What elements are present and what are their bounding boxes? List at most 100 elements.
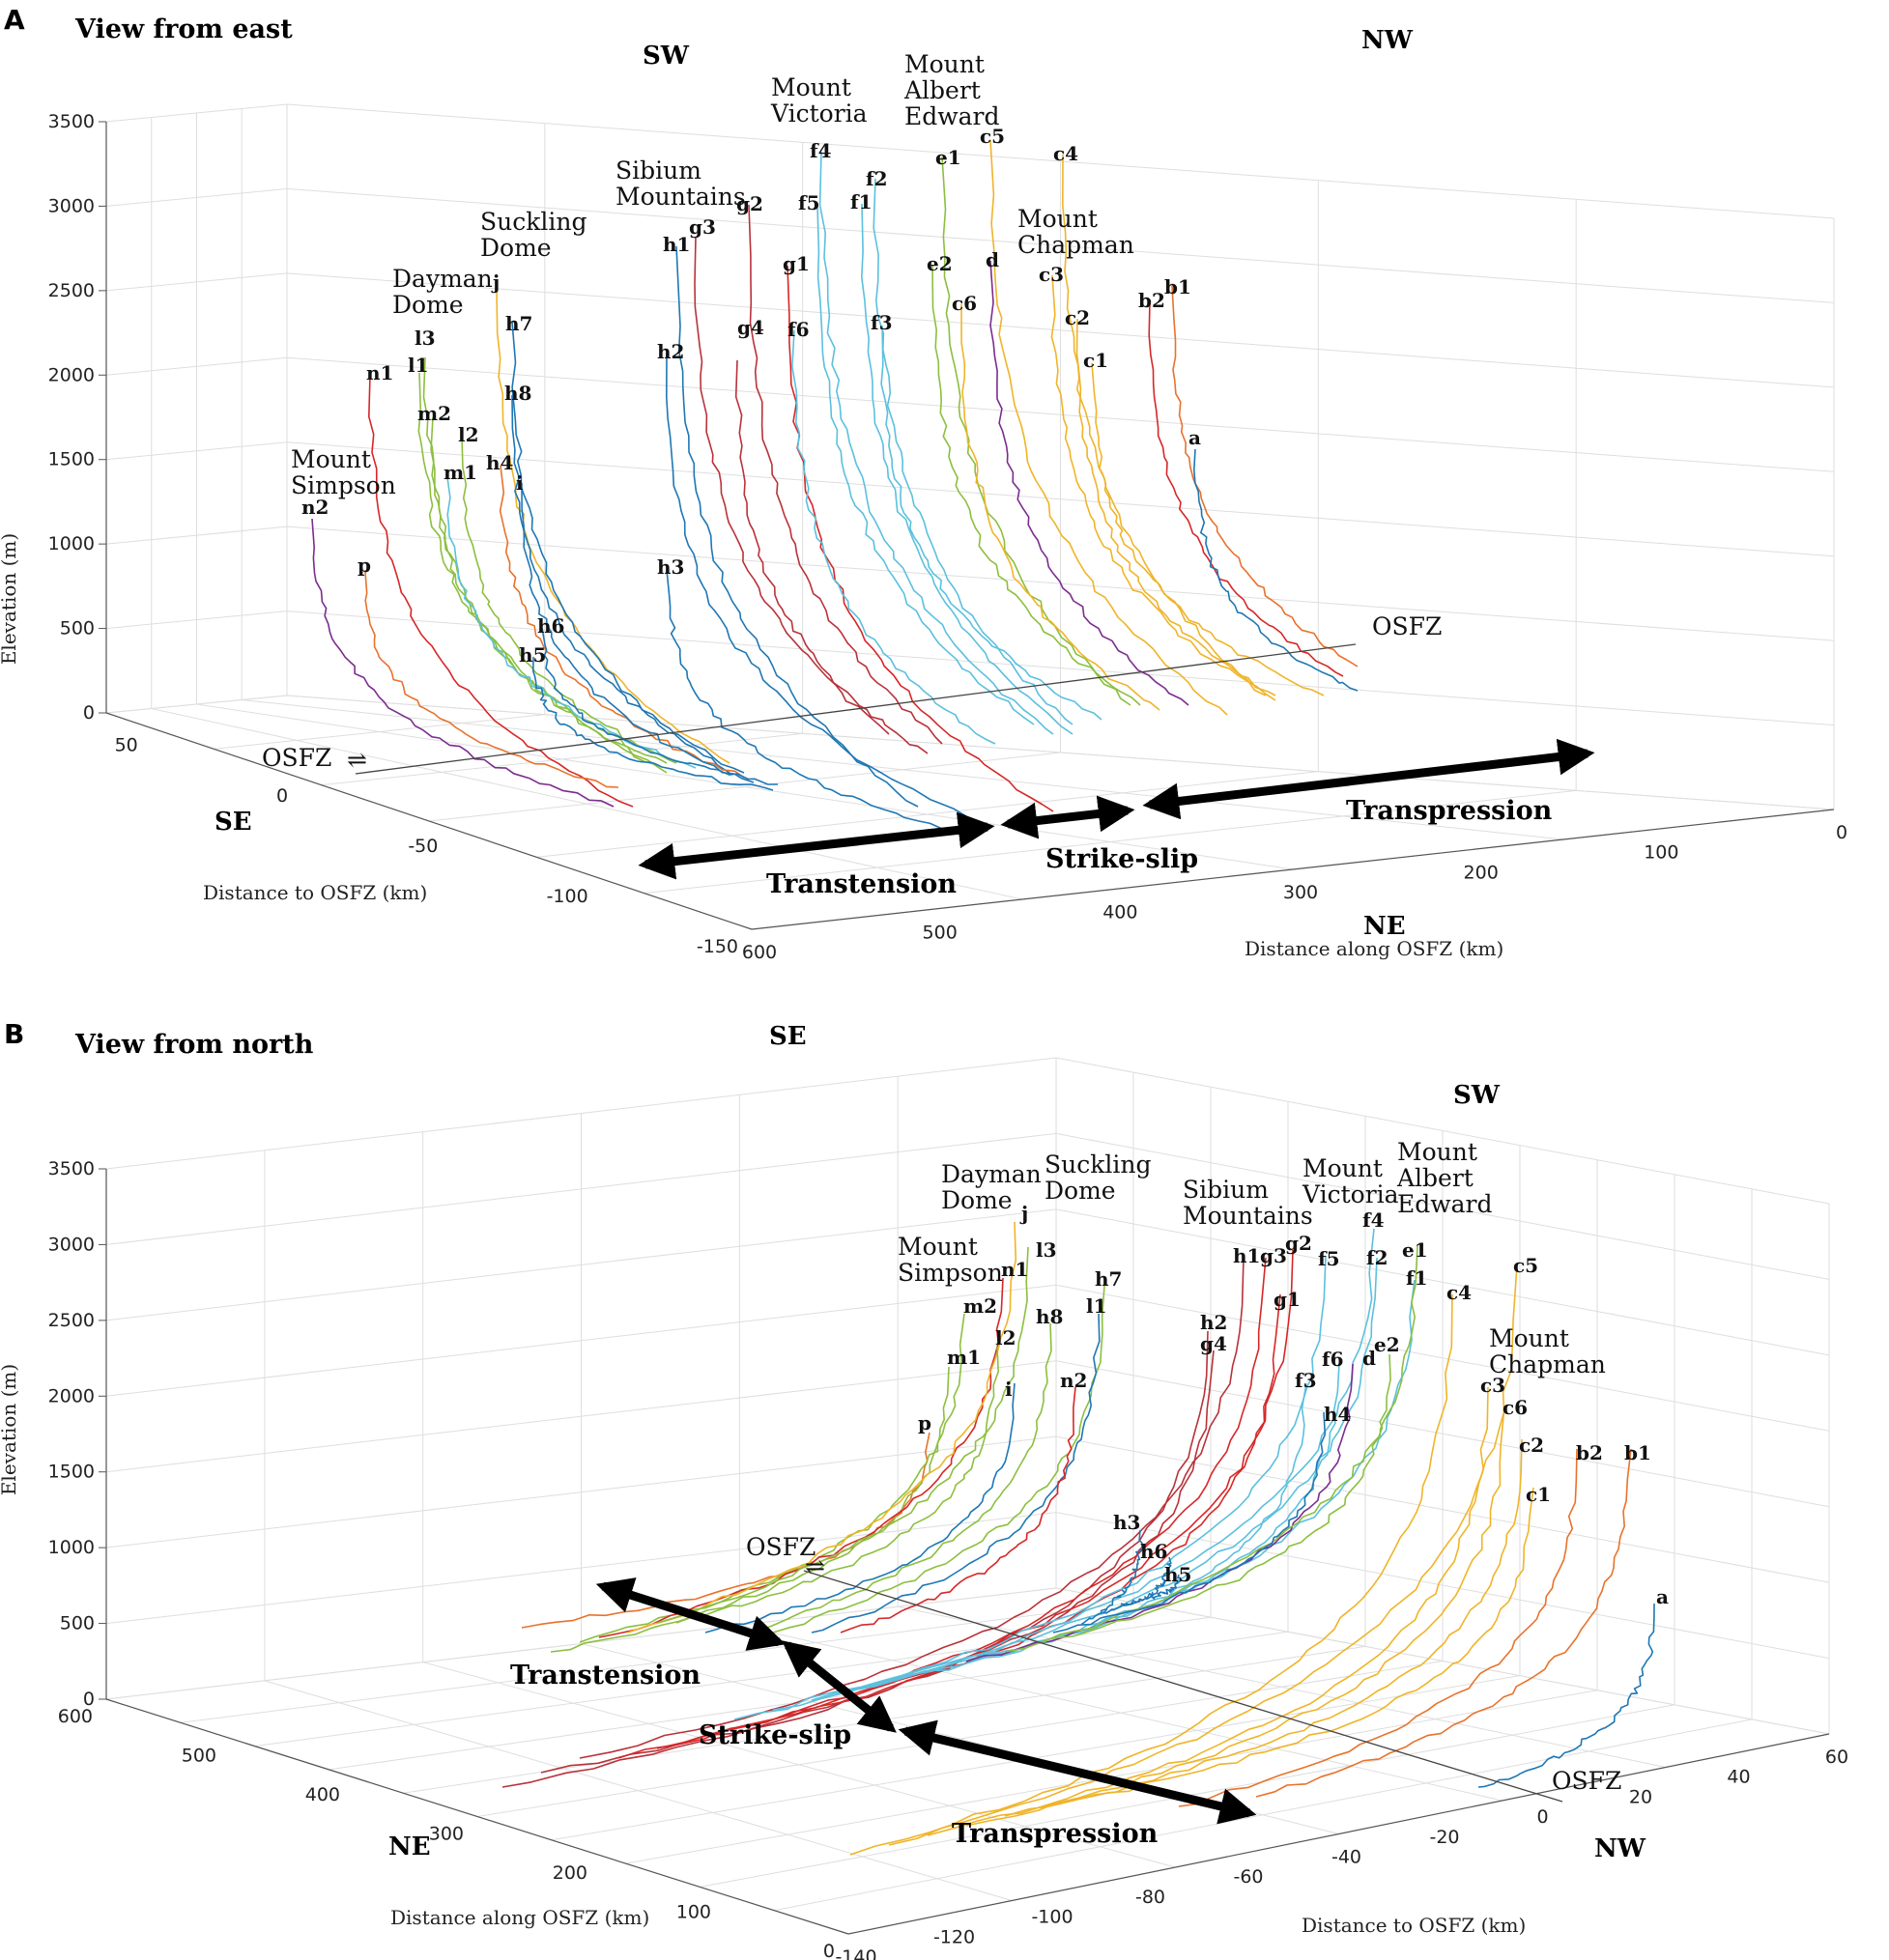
panel-b-transpression-label: Transpression <box>952 1819 1159 1849</box>
panel-b-profile-h4 <box>1052 1411 1327 1633</box>
panel-b-profile-label-b1: b1 <box>1624 1441 1651 1464</box>
panel-b-z-tick: 500 <box>60 1613 95 1634</box>
panel-b-profile-g1 <box>695 1293 1281 1740</box>
panel-b-place-dayman-dome: Dayman Dome <box>941 1160 1042 1214</box>
panel-a-osfz-label-left: OSFZ <box>262 744 331 772</box>
panel-a-profile-label-f4: f4 <box>810 139 832 162</box>
panel-b-osfz-label-left: OSFZ <box>746 1533 816 1561</box>
panel-a-profiles <box>311 139 1359 832</box>
panel-b-profile-label-c3: c3 <box>1480 1374 1505 1397</box>
panel-a-place-mount-simpson: Mount Simpson <box>291 445 396 499</box>
panel-b-profile-label-f4: f4 <box>1362 1208 1385 1232</box>
panel-b-profile-label-g1: g1 <box>1274 1288 1301 1311</box>
panel-b-transtension-label: Transtension <box>510 1661 701 1690</box>
panel-b-left-tick: 400 <box>305 1784 340 1805</box>
panel-b-profile-label-f6: f6 <box>1322 1348 1344 1371</box>
panel-a-right-tick: 0 <box>1836 822 1847 843</box>
panel-a-profile-c1 <box>1091 362 1325 696</box>
panel-b-right-axis <box>847 1733 1830 1935</box>
panel-a-profile-label-a: a <box>1188 426 1201 449</box>
panel-b-profile-n2 <box>840 1386 1076 1633</box>
panel-a-ylabel: Elevation (m) <box>0 533 20 665</box>
panel-b-place-suckling-dome: Suckling Dome <box>1045 1150 1151 1205</box>
panel-b-profile-label-m2: m2 <box>963 1294 997 1318</box>
panel-b-profile-label-e1: e1 <box>1402 1238 1428 1262</box>
svg-text:Mount: Mount <box>1397 1138 1477 1166</box>
panel-b-z-tick: 0 <box>83 1689 95 1710</box>
panel-b-profile-h5 <box>1120 1574 1182 1606</box>
panel-a-profile-h1 <box>675 245 919 808</box>
panel-b-left-tick: 600 <box>58 1706 93 1727</box>
svg-text:Sibium: Sibium <box>1183 1176 1269 1204</box>
panel-a-profile-d <box>989 260 1189 706</box>
panel-a-osfz-line <box>355 643 1357 775</box>
panel-a-profile-label-f6: f6 <box>787 318 810 341</box>
panel-b-place-mount-victoria: Mount Victoria <box>1302 1154 1399 1208</box>
panel-a-right-tick: 200 <box>1464 862 1499 883</box>
panel-a-profile-l2 <box>461 436 677 764</box>
panel-b-profile-label-f2: f2 <box>1366 1246 1388 1269</box>
panel-a-profile-label-g3: g3 <box>689 215 716 239</box>
panel-b-left-tick: 300 <box>429 1824 464 1845</box>
panel-a-title: View from east <box>74 14 293 44</box>
panel-b-profile-label-j: j <box>1019 1202 1028 1225</box>
panel-b-profile-label-f3: f3 <box>1295 1369 1317 1392</box>
panel-a-right-tick: 300 <box>1283 882 1318 903</box>
panel-a-profile-label-h7: h7 <box>505 312 532 335</box>
panel-b-profile-label-h7: h7 <box>1095 1267 1122 1291</box>
panel-a-profile-label-h4: h4 <box>486 451 514 474</box>
panel-a-profile-label-g1: g1 <box>783 252 810 275</box>
panel-b-profile-label-c2: c2 <box>1519 1434 1544 1457</box>
panel-b-right-tick: -80 <box>1135 1887 1165 1908</box>
panel-a-profile-label-h2: h2 <box>657 340 684 363</box>
panel-b-profile-label-h2: h2 <box>1200 1311 1227 1334</box>
panel-b-profile-h3 <box>1081 1529 1143 1625</box>
panel-a-profile-f6 <box>791 329 996 745</box>
panel-a-profile-label-n1: n1 <box>366 361 393 384</box>
panel-a-left-tick: 0 <box>276 785 288 807</box>
panel-b: 0500100015002000250030003500600500400300… <box>0 1018 1848 1960</box>
panel-a-right-axis <box>751 809 1835 930</box>
svg-text:Simpson: Simpson <box>898 1259 1003 1287</box>
panel-a-dextral-icon: ⇌ <box>347 746 367 774</box>
panel-b-profile-label-n2: n2 <box>1060 1369 1087 1392</box>
panel-b-profile-label-i: i <box>1005 1378 1013 1401</box>
panel-a-profile-h7 <box>511 321 730 774</box>
svg-text:Sibium: Sibium <box>615 156 701 185</box>
panel-b-left-axis <box>105 1698 849 1935</box>
svg-text:Mountains: Mountains <box>615 183 746 211</box>
svg-text:Dome: Dome <box>480 234 552 262</box>
svg-text:Chapman: Chapman <box>1017 231 1134 259</box>
svg-text:Suckling: Suckling <box>1045 1150 1151 1179</box>
panel-a-place-mount-albert-edward: Mount Albert Edward <box>903 50 1000 130</box>
panel-b-left-tick: 0 <box>823 1941 835 1960</box>
panel-b-profile-g3 <box>617 1257 1267 1759</box>
panel-a-left-axis-label: Distance to OSFZ (km) <box>203 881 427 904</box>
panel-b-ylabel: Elevation (m) <box>0 1364 20 1495</box>
panel-a-profile-label-f1: f1 <box>850 190 873 213</box>
panel-b-profiles <box>501 1221 1655 1856</box>
panel-a-dir-nw: NW <box>1361 26 1414 55</box>
panel-a-profile-l1 <box>417 372 658 766</box>
panel-a-z-tick: 3000 <box>48 195 95 216</box>
svg-text:Simpson: Simpson <box>291 471 396 499</box>
panel-a-dir-se: SE <box>215 808 252 837</box>
svg-text:Dayman: Dayman <box>392 265 493 293</box>
panel-b-right-tick: -100 <box>1031 1907 1073 1928</box>
panel-a-profile-h8 <box>511 394 745 774</box>
panel-b-profile-h7 <box>772 1285 1105 1633</box>
panel-b-profile-label-f1: f1 <box>1406 1266 1428 1290</box>
panel-a-profile-e1 <box>941 156 1131 706</box>
panel-a-osfz-label-right: OSFZ <box>1372 612 1442 640</box>
panel-b-profile-i <box>704 1382 1016 1633</box>
panel-a-profile-g4 <box>734 359 929 754</box>
panel-a-profile-g2 <box>748 204 943 745</box>
panel-b-dir-ne: NE <box>388 1832 431 1861</box>
panel-a-profile-label-i: i <box>516 471 524 495</box>
panel-b-transtension-arrow <box>595 1577 787 1651</box>
panel-b-profile-label-c6: c6 <box>1503 1396 1528 1419</box>
panel-a-place-suckling-dome: Suckling Dome <box>480 208 587 262</box>
panel-a-profile-f4 <box>818 151 1054 735</box>
svg-text:Victoria: Victoria <box>770 99 868 128</box>
panel-b-profile-label-h5: h5 <box>1164 1563 1191 1586</box>
